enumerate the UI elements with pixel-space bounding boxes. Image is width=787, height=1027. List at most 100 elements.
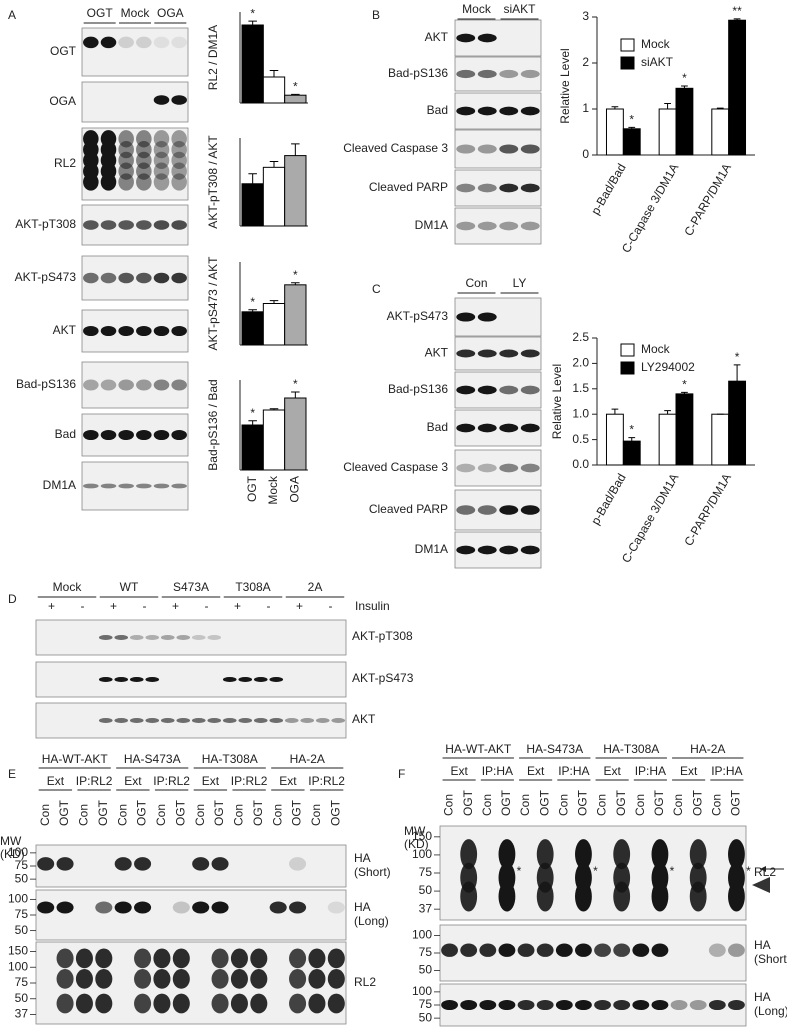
- band: [153, 151, 170, 170]
- group-label: HA-T308A: [603, 742, 659, 756]
- group-label: HA-2A: [690, 742, 725, 756]
- lane-label: OGT: [499, 789, 513, 816]
- band: [83, 429, 99, 441]
- blot: [35, 619, 347, 656]
- band: [100, 36, 117, 49]
- band: [37, 901, 55, 914]
- band: [520, 423, 540, 433]
- panel-letter: C: [372, 282, 381, 296]
- band: [253, 677, 268, 682]
- band: [520, 545, 540, 555]
- band: [207, 635, 222, 640]
- significance: **: [732, 4, 742, 18]
- band: [284, 718, 299, 723]
- band: [269, 718, 284, 723]
- y-tick-label: 2.0: [572, 356, 589, 370]
- band: [153, 379, 170, 391]
- band: [250, 969, 268, 989]
- band: [520, 385, 540, 395]
- y-tick-label: 0.5: [572, 432, 589, 446]
- bar: [241, 424, 264, 471]
- blot-label: DM1A: [43, 478, 76, 492]
- band: [594, 999, 611, 1011]
- band: [171, 36, 187, 49]
- band: [176, 718, 191, 723]
- mw-marker: 100: [412, 984, 432, 998]
- blot: [454, 207, 542, 245]
- band: [689, 999, 707, 1011]
- band: [75, 969, 93, 989]
- lane-label: Con: [709, 794, 723, 816]
- significance: *: [629, 113, 634, 127]
- band: [238, 718, 253, 723]
- band: [153, 130, 170, 148]
- y-tick-label: 1.5: [572, 381, 589, 395]
- significance: *: [629, 423, 634, 437]
- fraction-label: IP:RL2: [153, 774, 190, 788]
- band: [575, 943, 592, 957]
- error-bar: [248, 173, 257, 184]
- band: [250, 993, 268, 1014]
- band: [499, 183, 519, 193]
- group-label: HA-S473A: [124, 752, 181, 766]
- band: [100, 173, 117, 191]
- blot-label: (Short): [354, 865, 391, 879]
- error-bar: [248, 309, 257, 312]
- band: [145, 677, 160, 682]
- band: [520, 349, 540, 358]
- blot-label: AKT: [425, 30, 449, 44]
- lane-label: OGT: [461, 789, 475, 816]
- band: [327, 993, 345, 1014]
- fraction-label: IP:HA: [558, 764, 589, 778]
- group-label: HA-WT-AKT: [42, 752, 109, 766]
- star: *: [670, 864, 675, 878]
- blot-label: Bad-pS136: [388, 382, 448, 396]
- fraction-label: Ext: [47, 774, 65, 788]
- band: [520, 505, 540, 515]
- significance: *: [250, 295, 255, 309]
- band: [728, 839, 745, 870]
- band: [289, 857, 307, 871]
- group-label: HA-T308A: [202, 752, 258, 766]
- band: [100, 379, 117, 391]
- legend-label: siAKT: [641, 55, 674, 69]
- band: [456, 221, 476, 231]
- band: [651, 839, 669, 870]
- band: [136, 483, 152, 489]
- band: [456, 106, 476, 116]
- band: [289, 948, 307, 969]
- star: *: [746, 864, 751, 878]
- lane-label: Con: [595, 794, 609, 816]
- lane-label: OGT: [87, 6, 114, 20]
- band: [689, 839, 707, 870]
- y-tick-label: 2.5: [572, 330, 589, 344]
- blot-label: Bad: [427, 420, 448, 434]
- blot: [81, 127, 189, 201]
- lane-label: Con: [556, 794, 570, 816]
- mw-marker: 75: [15, 858, 29, 872]
- band: [253, 718, 268, 723]
- band: [134, 857, 152, 871]
- lane-label: OGT: [328, 799, 342, 826]
- blot-label: Bad: [427, 103, 448, 117]
- error-bar: [248, 420, 257, 425]
- band: [230, 993, 248, 1014]
- fraction-label: Ext: [680, 764, 698, 778]
- blot: [81, 309, 189, 353]
- group-label: HA-WT-AKT: [445, 742, 512, 756]
- band: [594, 943, 611, 957]
- blot-label: (Long): [354, 914, 389, 928]
- treatment-sign: -: [267, 599, 271, 613]
- panel-letter: B: [372, 8, 380, 22]
- band: [613, 881, 631, 912]
- band: [114, 857, 132, 871]
- panel-letter: D: [8, 592, 17, 606]
- fraction-label: IP:RL2: [231, 774, 268, 788]
- fraction-label: Ext: [124, 774, 142, 788]
- band: [83, 272, 99, 284]
- band: [153, 36, 170, 49]
- legend-swatch: [620, 343, 635, 357]
- band: [100, 272, 117, 284]
- band: [575, 881, 592, 912]
- treatment-sign: +: [234, 599, 241, 613]
